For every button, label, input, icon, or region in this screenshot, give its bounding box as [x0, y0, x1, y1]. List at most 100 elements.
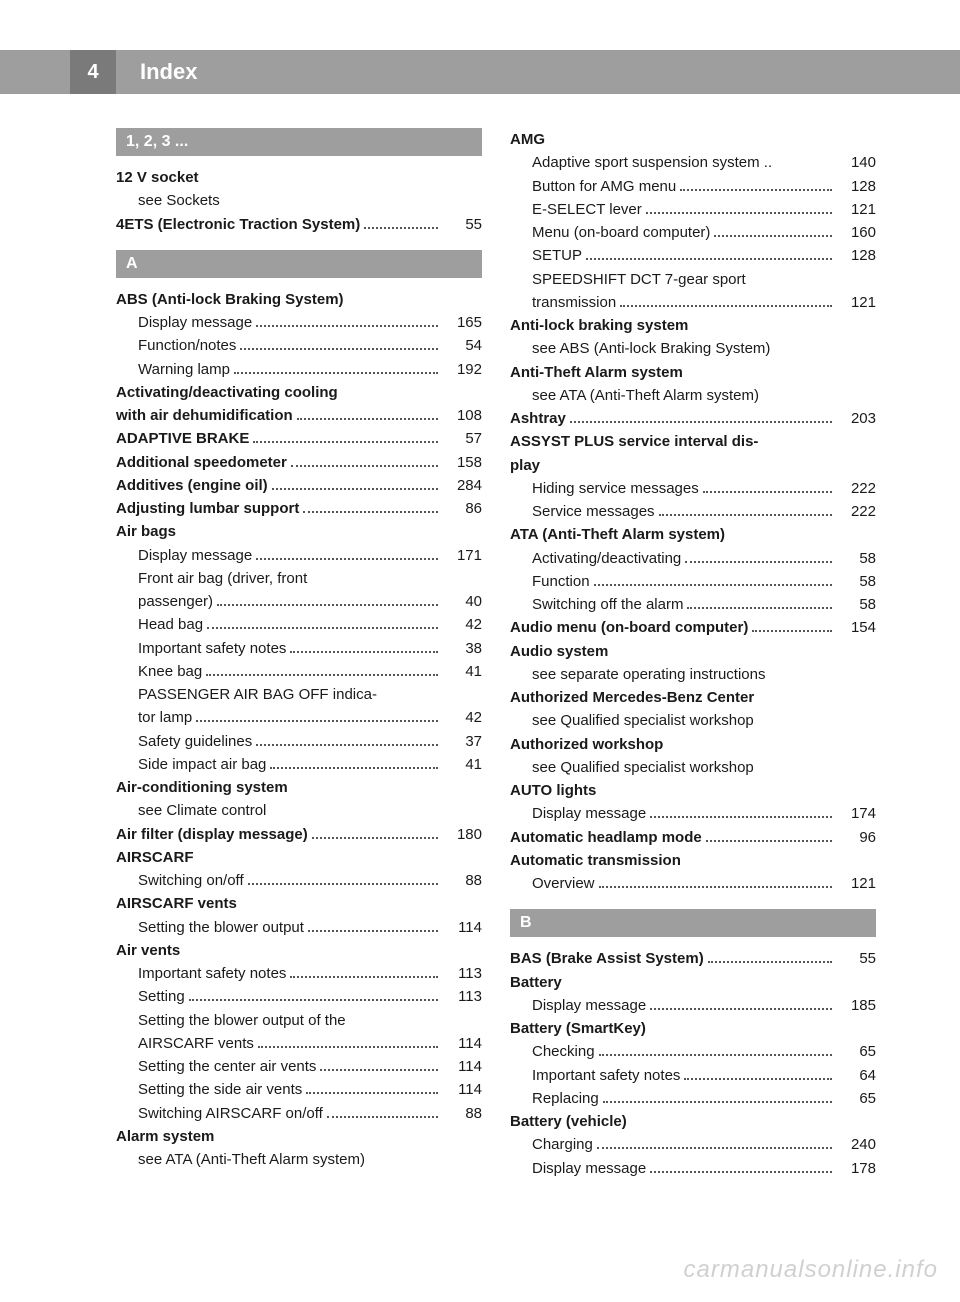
page-ref: 222 [836, 500, 876, 523]
index-entry: Air vents [116, 939, 482, 962]
leader-dots [253, 441, 438, 443]
page-ref: 165 [442, 311, 482, 334]
page-ref: 140 [836, 151, 876, 174]
entry-label: Knee bag [138, 660, 202, 683]
leader-dots [256, 558, 438, 560]
entry-label: Function/notes [138, 334, 236, 357]
index-entry: Ashtray203 [510, 407, 876, 430]
entry-label: SPEEDSHIFT DCT 7-gear sport [532, 268, 746, 291]
index-subentry-cont: transmission121 [510, 291, 876, 314]
page-ref: 38 [442, 637, 482, 660]
entry-label: 12 V socket [116, 166, 199, 189]
entry-label: Setting the side air vents [138, 1078, 302, 1101]
index-subentry: Display message185 [510, 994, 876, 1017]
page-ref: 88 [442, 869, 482, 892]
index-subentry: see separate operating instructions [510, 663, 876, 686]
leader-dots [650, 1008, 832, 1010]
entry-label: ADAPTIVE BRAKE [116, 427, 249, 450]
index-subentry: Setting the blower output of the [116, 1009, 482, 1032]
entry-label: Display message [138, 311, 252, 334]
leader-dots [603, 1101, 832, 1103]
index-subentry-cont: passenger)40 [116, 590, 482, 613]
leader-dots [256, 325, 438, 327]
page-ref: 114 [442, 1055, 482, 1078]
page-ref: 113 [442, 985, 482, 1008]
index-subentry: Activating/deactivating58 [510, 547, 876, 570]
entry-label: Alarm system [116, 1125, 214, 1148]
leader-dots [752, 630, 832, 632]
entry-label: Switching on/off [138, 869, 244, 892]
leader-dots [248, 883, 438, 885]
entry-label: Setting the blower output of the [138, 1009, 346, 1032]
entry-label: with air dehumidification [116, 404, 293, 427]
leader-dots [312, 837, 438, 839]
page-ref: 180 [442, 823, 482, 846]
index-entry: Audio system [510, 640, 876, 663]
entry-label: AMG [510, 128, 545, 151]
index-subentry: Head bag42 [116, 613, 482, 636]
page-ref: 121 [836, 198, 876, 221]
leader-dots [290, 976, 438, 978]
entry-label: ATA (Anti-Theft Alarm system) [510, 523, 725, 546]
leader-dots [290, 651, 438, 653]
index-entry: AIRSCARF [116, 846, 482, 869]
index-subentry: see ABS (Anti-lock Braking System) [510, 337, 876, 360]
index-subentry: Important safety notes113 [116, 962, 482, 985]
entry-label: E-SELECT lever [532, 198, 642, 221]
index-entry: 12 V socket [116, 166, 482, 189]
index-subentry: Setting the side air vents114 [116, 1078, 482, 1101]
leader-dots [206, 674, 438, 676]
entry-label: AIRSCARF vents [138, 1032, 254, 1055]
index-subentry: Warning lamp192 [116, 358, 482, 381]
page-ref: 154 [836, 616, 876, 639]
watermark: carmanualsonline.info [684, 1256, 938, 1284]
index-entry: ABS (Anti-lock Braking System) [116, 288, 482, 311]
index-subentry: Adaptive sport suspension system .. 140 [510, 151, 876, 174]
index-entry: Anti-Theft Alarm system [510, 361, 876, 384]
page-ref: 203 [836, 407, 876, 430]
entry-label: Additional speedometer [116, 451, 287, 474]
page-ref: 128 [836, 175, 876, 198]
entry-label: Front air bag (driver, front [138, 567, 307, 590]
page-ref: 64 [836, 1064, 876, 1087]
entry-label: transmission [532, 291, 616, 314]
entry-label: see separate operating instructions [532, 663, 765, 686]
index-entry: Alarm system [116, 1125, 482, 1148]
leader-dots [680, 189, 832, 191]
index-entry: AUTO lights [510, 779, 876, 802]
page-ref: 41 [442, 660, 482, 683]
entry-label: Additives (engine oil) [116, 474, 268, 497]
left-column: 1, 2, 3 ...12 V socketsee Sockets4ETS (E… [116, 128, 482, 1180]
index-entry: Air filter (display message)180 [116, 823, 482, 846]
page-ref: 192 [442, 358, 482, 381]
page-ref: 86 [442, 497, 482, 520]
entry-label: Setting the center air vents [138, 1055, 316, 1078]
index-entry: Additives (engine oil)284 [116, 474, 482, 497]
entry-label: Display message [532, 994, 646, 1017]
index-subentry-cont: tor lamp42 [116, 706, 482, 729]
index-entry: Battery (SmartKey) [510, 1017, 876, 1040]
index-subentry: Safety guidelines37 [116, 730, 482, 753]
entry-label: play [510, 454, 540, 477]
entry-label: Important safety notes [138, 962, 286, 985]
index-entry: Air bags [116, 520, 482, 543]
index-subentry: E-SELECT lever 121 [510, 198, 876, 221]
index-subentry: Front air bag (driver, front [116, 567, 482, 590]
entry-label: Adaptive sport suspension system .. [532, 151, 772, 174]
entry-label: Side impact air bag [138, 753, 266, 776]
index-subentry: see Qualified specialist workshop [510, 709, 876, 732]
entry-label: PASSENGER AIR BAG OFF indica- [138, 683, 377, 706]
right-column: AMGAdaptive sport suspension system .. 14… [510, 128, 876, 1180]
index-entry: Authorized Mercedes-Benz Center [510, 686, 876, 709]
leader-dots [599, 1054, 832, 1056]
entry-label: SETUP [532, 244, 582, 267]
entry-label: Air bags [116, 520, 176, 543]
entry-label: Display message [138, 544, 252, 567]
index-subentry: SPEEDSHIFT DCT 7-gear sport [510, 268, 876, 291]
index-entry: Automatic headlamp mode96 [510, 826, 876, 849]
section-header: 1, 2, 3 ... [116, 128, 482, 156]
leader-dots [196, 720, 438, 722]
entry-label: Overview [532, 872, 595, 895]
index-subentry: see ATA (Anti-Theft Alarm system) [116, 1148, 482, 1171]
page-ref: 158 [442, 451, 482, 474]
